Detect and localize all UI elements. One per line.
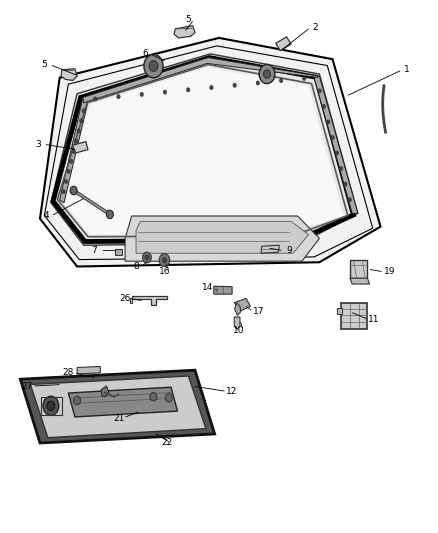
Circle shape — [150, 392, 157, 401]
Circle shape — [210, 85, 213, 90]
Polygon shape — [261, 245, 279, 253]
Polygon shape — [174, 26, 195, 38]
Circle shape — [344, 182, 347, 187]
Polygon shape — [125, 216, 319, 261]
Circle shape — [69, 159, 73, 164]
Polygon shape — [40, 38, 381, 266]
Text: 4: 4 — [44, 212, 49, 221]
Polygon shape — [60, 67, 343, 235]
Circle shape — [259, 64, 275, 84]
Circle shape — [82, 109, 85, 113]
Polygon shape — [101, 386, 109, 397]
Circle shape — [72, 149, 75, 154]
Circle shape — [64, 179, 68, 183]
Text: 28: 28 — [63, 368, 74, 377]
Text: 11: 11 — [368, 315, 380, 324]
Polygon shape — [83, 58, 319, 103]
Circle shape — [140, 92, 144, 96]
Circle shape — [326, 120, 330, 124]
Circle shape — [335, 151, 339, 155]
Circle shape — [279, 78, 283, 83]
Circle shape — [339, 166, 343, 171]
Circle shape — [67, 169, 70, 173]
Text: 9: 9 — [286, 246, 292, 255]
Polygon shape — [136, 221, 308, 253]
Circle shape — [43, 396, 59, 415]
Text: 12: 12 — [226, 387, 238, 396]
Circle shape — [264, 70, 271, 78]
Circle shape — [149, 61, 158, 71]
Text: 14: 14 — [202, 283, 214, 292]
Text: 10: 10 — [233, 326, 244, 335]
Text: 26: 26 — [120, 294, 131, 303]
Polygon shape — [60, 98, 88, 203]
Text: 5: 5 — [42, 60, 47, 69]
Circle shape — [144, 54, 163, 78]
Text: 6: 6 — [142, 50, 148, 58]
Circle shape — [303, 76, 306, 80]
Circle shape — [318, 88, 321, 93]
Polygon shape — [30, 376, 206, 438]
Circle shape — [62, 189, 65, 193]
Circle shape — [162, 257, 166, 263]
Circle shape — [145, 255, 149, 260]
Polygon shape — [235, 303, 241, 316]
Polygon shape — [68, 387, 177, 417]
Polygon shape — [337, 308, 342, 314]
Text: 19: 19 — [384, 268, 395, 276]
Polygon shape — [350, 278, 370, 284]
Circle shape — [143, 252, 151, 263]
Polygon shape — [234, 317, 240, 329]
Text: 1: 1 — [404, 66, 410, 74]
Circle shape — [163, 90, 167, 94]
Circle shape — [348, 198, 351, 202]
Circle shape — [165, 393, 172, 402]
Text: 22: 22 — [161, 439, 172, 448]
Text: 5: 5 — [186, 15, 191, 24]
Text: 21: 21 — [113, 414, 124, 423]
Polygon shape — [73, 142, 88, 154]
Polygon shape — [115, 249, 122, 255]
Polygon shape — [276, 37, 291, 51]
Text: 16: 16 — [159, 268, 170, 276]
Circle shape — [74, 396, 81, 405]
Text: 27: 27 — [21, 382, 32, 391]
Text: 3: 3 — [35, 140, 41, 149]
Polygon shape — [350, 260, 367, 278]
Circle shape — [159, 254, 170, 266]
Circle shape — [94, 97, 97, 101]
Polygon shape — [77, 367, 100, 374]
Circle shape — [322, 104, 326, 109]
Text: 17: 17 — [253, 307, 264, 316]
Polygon shape — [234, 298, 251, 311]
Polygon shape — [130, 298, 132, 303]
Circle shape — [47, 401, 55, 410]
Polygon shape — [314, 76, 358, 213]
Circle shape — [256, 81, 260, 85]
Circle shape — [77, 129, 81, 133]
Polygon shape — [51, 54, 358, 245]
Circle shape — [117, 94, 120, 99]
Polygon shape — [132, 296, 166, 305]
Text: 2: 2 — [312, 23, 318, 32]
Polygon shape — [341, 303, 367, 329]
Circle shape — [187, 88, 190, 92]
Circle shape — [74, 139, 78, 143]
Circle shape — [233, 83, 237, 87]
Text: 8: 8 — [133, 262, 139, 271]
Circle shape — [106, 210, 113, 219]
Polygon shape — [214, 286, 232, 294]
Circle shape — [79, 119, 83, 123]
Polygon shape — [61, 69, 77, 80]
Circle shape — [70, 186, 77, 195]
Text: 7: 7 — [92, 246, 97, 255]
Polygon shape — [20, 370, 215, 443]
Circle shape — [331, 135, 334, 140]
